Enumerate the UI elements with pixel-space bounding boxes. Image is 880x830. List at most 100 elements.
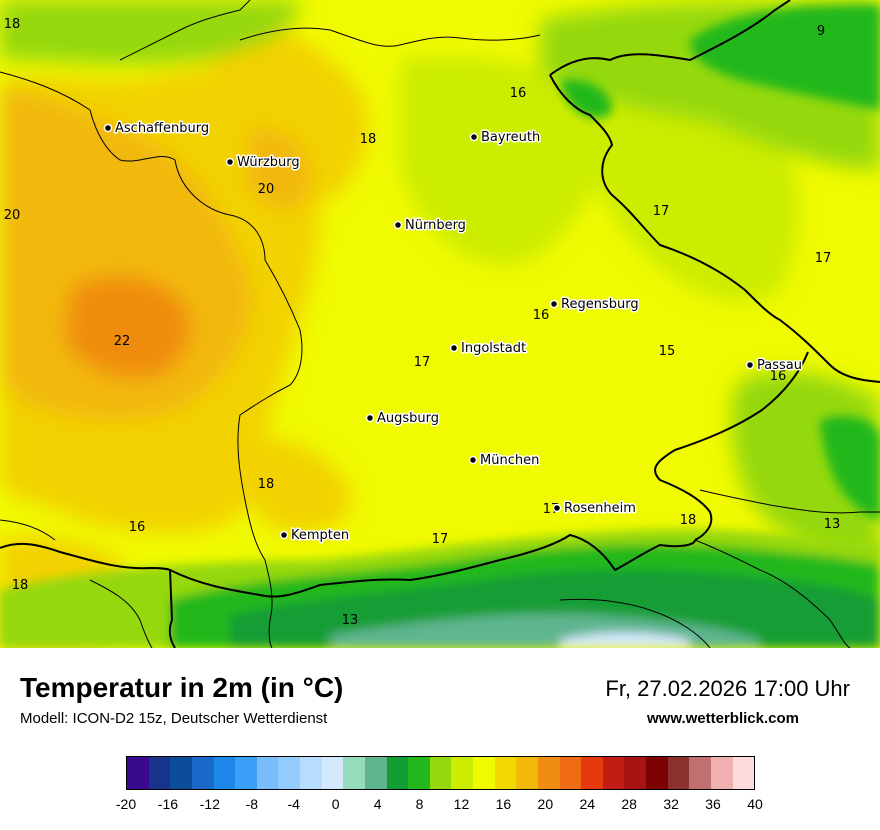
city-dot: [745, 360, 755, 370]
color-scale-segment: [343, 757, 365, 789]
color-scale-segment: [516, 757, 538, 789]
color-scale-tick: -16: [157, 796, 179, 812]
site-url[interactable]: www.wetterblick.com: [647, 710, 799, 727]
color-scale-tick: -20: [115, 796, 137, 812]
color-scale-tick: 8: [415, 796, 424, 812]
color-scale-segment: [386, 757, 409, 789]
color-scale-segment: [667, 757, 690, 789]
city-dot: [549, 299, 559, 309]
cities: Aschaffenburg Würzburg Bayreuth Nürnberg Reg…: [103, 120, 803, 545]
temperature-value: 9: [817, 24, 825, 39]
city-dot: [279, 530, 289, 540]
color-scale-segment: [364, 757, 387, 789]
color-scale-segment: [602, 757, 625, 789]
city-dot: [469, 132, 479, 142]
color-scale-tick: -8: [245, 796, 259, 812]
city-marker[interactable]: München: [468, 452, 541, 470]
color-scale-segment: [473, 757, 495, 789]
color-scale-segment: [235, 757, 257, 789]
color-scale-segment: [537, 757, 560, 789]
city-label: Regensburg: [561, 297, 639, 312]
color-scale-tick: 36: [705, 796, 721, 812]
city-marker[interactable]: Kempten: [279, 527, 351, 545]
city-dot: [103, 123, 113, 133]
color-scale-segment: [624, 757, 646, 789]
color-scale-segment: [710, 757, 733, 789]
color-scale-segment: [689, 757, 711, 789]
temperature-value: 18: [12, 578, 29, 593]
color-scale-segment: [451, 757, 473, 789]
city-dot: [449, 343, 459, 353]
footer: Temperatur in 2m (in °C) Modell: ICON-D2…: [0, 648, 880, 830]
temperature-value: 17: [815, 251, 832, 266]
color-scale-tick: 12: [453, 796, 470, 812]
city-marker[interactable]: Passau: [745, 357, 803, 375]
temperature-value: 18: [360, 132, 377, 147]
color-scale-segment: [559, 757, 582, 789]
city-dot: [365, 413, 375, 423]
color-scale-segment: [732, 757, 755, 789]
city-label: Aschaffenburg: [115, 121, 209, 136]
city-marker[interactable]: Augsburg: [365, 410, 441, 428]
city-label: München: [480, 453, 539, 468]
color-scale-segment: [127, 757, 149, 789]
temperature-value: 16: [533, 308, 550, 323]
city-marker[interactable]: Ingolstadt: [449, 340, 528, 358]
city-label: Passau: [757, 358, 802, 373]
map-title: Temperatur in 2m (in °C): [20, 672, 344, 703]
color-scale-segment: [321, 757, 344, 789]
color-scale-segment: [170, 757, 192, 789]
city-marker[interactable]: Rosenheim: [552, 500, 637, 518]
city-marker[interactable]: Regensburg: [549, 296, 640, 314]
city-marker[interactable]: Nürnberg: [393, 217, 467, 235]
color-scale-tick: -12: [199, 796, 220, 812]
temperature-value: 17: [432, 532, 449, 547]
temperature-value: 17: [653, 204, 670, 219]
city-label: Kempten: [291, 528, 349, 543]
color-scale-segment: [646, 757, 668, 789]
city-label: Rosenheim: [564, 501, 636, 516]
color-scale-tick: 28: [621, 796, 637, 812]
color-scale-segment: [213, 757, 236, 789]
temperature-value: 17: [414, 355, 431, 370]
city-label: Würzburg: [237, 155, 300, 170]
temperature-value: 16: [510, 86, 527, 101]
city-dot: [468, 455, 478, 465]
temperature-value: 18: [4, 17, 21, 32]
temperature-value: 18: [680, 513, 697, 528]
temperature-value: 22: [114, 334, 131, 349]
color-scale-ticks: -20 -16 -12 -8 -4 0 4 8 12 16 20 24 28 32 36 40: [116, 796, 763, 816]
city-dot: [393, 220, 403, 230]
temperature-value: 20: [4, 208, 21, 223]
color-scale-tick: 40: [747, 796, 763, 812]
city-marker[interactable]: Bayreuth: [469, 129, 542, 147]
model-info: Modell: ICON-D2 15z, Deutscher Wetterdie…: [20, 710, 328, 727]
forecast-datetime: Fr, 27.02.2026 17:00 Uhr: [605, 676, 850, 701]
color-scale-tick: 24: [579, 796, 596, 812]
color-scale: [126, 756, 755, 790]
city-dot: [225, 157, 235, 167]
color-scale-tick: 4: [373, 796, 382, 812]
color-scale-segment: [148, 757, 171, 789]
temperature-value: 20: [258, 182, 275, 197]
temperature-value: 13: [824, 517, 841, 532]
city-label: Augsburg: [377, 411, 439, 426]
city-label: Ingolstadt: [461, 341, 526, 356]
temperature-value: 15: [659, 344, 676, 359]
city-label: Bayreuth: [481, 130, 540, 145]
temperature-value: 18: [258, 477, 275, 492]
temperature-value: 16: [770, 369, 787, 384]
color-scale-tick: -4: [287, 796, 300, 812]
color-scale-segment: [300, 757, 322, 789]
temperature-value: 13: [342, 613, 359, 628]
city-label: Nürnberg: [405, 218, 466, 233]
color-scale-segment: [581, 757, 603, 789]
color-scale-segment: [494, 757, 517, 789]
temperature-value: 16: [129, 520, 146, 535]
color-scale-tick: 20: [537, 796, 554, 812]
city-marker[interactable]: Würzburg: [225, 154, 301, 172]
city-marker[interactable]: Aschaffenburg: [103, 120, 211, 138]
color-scale-tick: 32: [663, 796, 679, 812]
